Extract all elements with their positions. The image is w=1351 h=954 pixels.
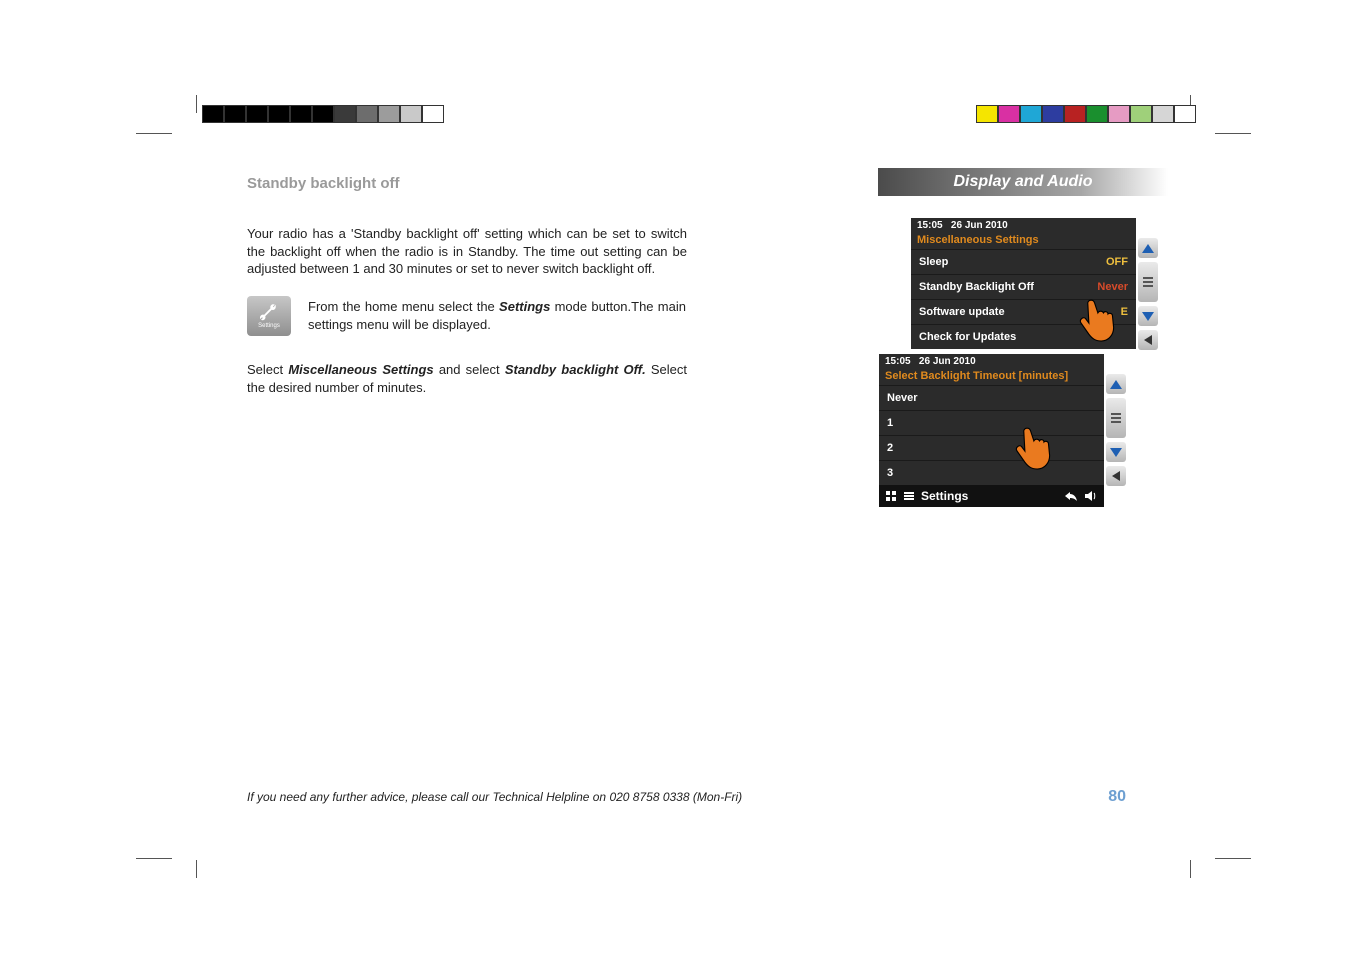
device-screen-backlight-timeout: 15:05 26 Jun 2010 Select Backlight Timeo…: [879, 354, 1104, 507]
status-time: 15:05: [917, 220, 943, 231]
color-swatch: [1174, 105, 1196, 123]
arrow-left-icon: [1112, 471, 1120, 481]
scroll-down-button[interactable]: [1106, 442, 1126, 462]
undo-icon[interactable]: [1064, 490, 1078, 502]
row-label: 1: [887, 417, 893, 429]
color-swatch: [246, 105, 268, 123]
menu-icon[interactable]: [903, 490, 915, 502]
color-swatch: [1064, 105, 1086, 123]
color-swatch: [356, 105, 378, 123]
color-swatch: [998, 105, 1020, 123]
registration-bar-left: [202, 105, 444, 123]
row-label: Standby Backlight Off: [919, 281, 1034, 293]
back-button[interactable]: [1138, 330, 1158, 350]
settings-icon-label: Settings: [258, 323, 280, 329]
back-button[interactable]: [1106, 466, 1126, 486]
text: Select: [247, 362, 288, 377]
scroll-down-button[interactable]: [1138, 306, 1158, 326]
registration-bar-right: [976, 105, 1196, 123]
grid-icon[interactable]: [885, 490, 897, 502]
row-label: Sleep: [919, 256, 948, 268]
color-swatch: [268, 105, 290, 123]
body-paragraph-3: Select Miscellaneous Settings and select…: [247, 361, 687, 396]
text-bold: Settings: [499, 299, 550, 314]
pointer-hand-icon: [1005, 424, 1065, 478]
status-date: 26 Jun 2010: [951, 220, 1008, 231]
row-value: OFF: [1106, 256, 1128, 268]
color-swatch: [1152, 105, 1174, 123]
color-swatch: [1108, 105, 1130, 123]
menu-row[interactable]: 2: [879, 435, 1104, 460]
text: and select: [434, 362, 505, 377]
row-label: Never: [887, 392, 918, 404]
arrow-down-icon: [1110, 448, 1122, 457]
color-swatch: [202, 105, 224, 123]
pointer-hand-icon: [1069, 296, 1129, 350]
screen-heading: Miscellaneous Settings: [911, 233, 1136, 249]
color-swatch: [422, 105, 444, 123]
row-label: Check for Updates: [919, 331, 1016, 343]
arrow-up-icon: [1110, 380, 1122, 389]
scroll-up-button[interactable]: [1106, 374, 1126, 394]
scroll-handle[interactable]: [1106, 398, 1126, 438]
side-buttons: [1106, 374, 1128, 486]
menu-row[interactable]: Never: [879, 385, 1104, 410]
page-banner: Display and Audio: [878, 168, 1168, 196]
helpline-text: If you need any further advice, please c…: [247, 790, 742, 804]
menu-row[interactable]: Sleep OFF: [911, 249, 1136, 274]
crop-mark: [196, 95, 197, 113]
crop-mark: [1215, 133, 1251, 134]
arrow-down-icon: [1142, 312, 1154, 321]
color-swatch: [1042, 105, 1064, 123]
page-number: 80: [1108, 788, 1126, 806]
scroll-handle[interactable]: [1138, 262, 1158, 302]
menu-row[interactable]: 1: [879, 410, 1104, 435]
settings-mode-icon: Settings: [247, 296, 291, 336]
arrow-up-icon: [1142, 244, 1154, 253]
color-swatch: [334, 105, 356, 123]
color-swatch: [224, 105, 246, 123]
speaker-icon[interactable]: [1084, 490, 1098, 502]
text-bold: Standby backlight Off.: [505, 362, 646, 377]
crop-mark: [1215, 858, 1251, 859]
arrow-left-icon: [1144, 335, 1152, 345]
section-title: Standby backlight off: [247, 175, 400, 192]
color-swatch: [1020, 105, 1042, 123]
crop-mark: [196, 860, 197, 878]
color-swatch: [1130, 105, 1152, 123]
color-swatch: [290, 105, 312, 123]
wrench-icon: [258, 304, 280, 322]
status-date: 26 Jun 2010: [919, 356, 976, 367]
screen-heading: Select Backlight Timeout [minutes]: [879, 369, 1104, 385]
crop-mark: [136, 858, 172, 859]
status-time: 15:05: [885, 356, 911, 367]
footer-label: Settings: [921, 489, 968, 503]
scroll-up-button[interactable]: [1138, 238, 1158, 258]
status-bar: 15:05 26 Jun 2010: [879, 354, 1104, 369]
row-value: Never: [1097, 281, 1128, 293]
color-swatch: [1086, 105, 1108, 123]
text-bold: Miscellaneous Settings: [288, 362, 433, 377]
menu-row[interactable]: 3: [879, 460, 1104, 485]
row-label: Software update: [919, 306, 1005, 318]
side-buttons: [1138, 238, 1160, 350]
status-bar: 15:05 26 Jun 2010: [911, 218, 1136, 233]
color-swatch: [312, 105, 334, 123]
screen-footer: Settings: [879, 485, 1104, 507]
row-label: 3: [887, 467, 893, 479]
color-swatch: [378, 105, 400, 123]
body-paragraph-1: Your radio has a 'Standby backlight off'…: [247, 225, 687, 278]
row-label: 2: [887, 442, 893, 454]
crop-mark: [1190, 860, 1191, 878]
color-swatch: [400, 105, 422, 123]
body-paragraph-2: From the home menu select the Settings m…: [308, 298, 686, 333]
color-swatch: [976, 105, 998, 123]
crop-mark: [136, 133, 172, 134]
text: From the home menu select the: [308, 299, 499, 314]
